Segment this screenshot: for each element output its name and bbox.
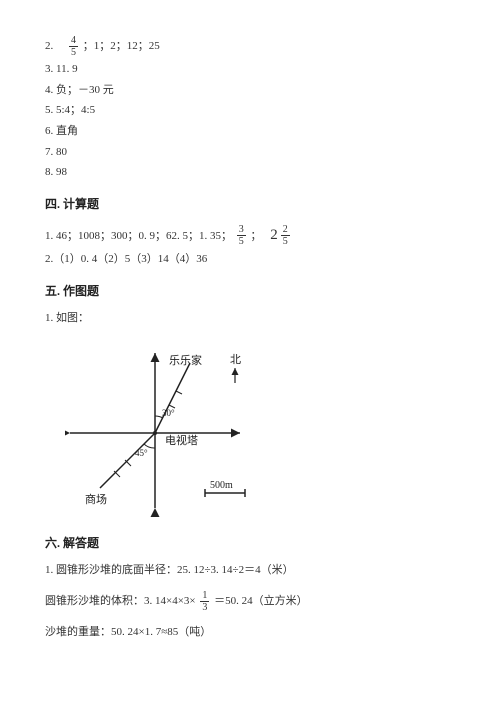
label-north: 北 [230, 353, 241, 366]
label-angle45: 45° [135, 448, 148, 458]
diagram: 乐乐家 北 30° 电视塔 45° 商场 500m [65, 338, 285, 518]
answer-2-fraction: 4 5 [69, 35, 78, 58]
sec6-p3: 沙堆的重量：50. 24×1. 7≈85（吨） [45, 623, 455, 642]
section-6-title: 六. 解答题 [45, 533, 455, 553]
sec6-frac: 1 3 [200, 590, 209, 613]
sec4-line2: 2.（1）0. 4（2）5（3）14（4）36 [45, 250, 455, 269]
answer-4: 4. 负；－30 元 [45, 81, 455, 100]
label-mall: 商场 [85, 492, 107, 506]
answer-2-prefix: 2. [45, 40, 64, 52]
label-scale: 500m [210, 480, 233, 491]
section-5-title: 五. 作图题 [45, 281, 455, 301]
answer-5: 5. 5:4；4:5 [45, 101, 455, 120]
label-tower: 电视塔 [165, 433, 198, 447]
sec4-mixed: 2 2 5 [270, 223, 292, 249]
sec6-p1: 1. 圆锥形沙堆的底面半径：25. 12÷3. 14÷2＝4（米） [45, 561, 455, 580]
section-4-title: 四. 计算题 [45, 194, 455, 214]
sec4-frac1: 3 5 [237, 224, 246, 247]
diagram-svg: 乐乐家 北 30° 电视塔 45° 商场 500m [65, 338, 285, 518]
sec6-p2: 圆锥形沙堆的体积：3. 14×4×3× 1 3 ＝50. 24（立方米） [45, 590, 455, 613]
sec4-line1-text: 1. 46；1008；300；0. 9；62. 5；1. 35； [45, 230, 232, 242]
sec6-p2b: ＝50. 24（立方米） [214, 595, 308, 607]
answer-8: 8. 98 [45, 163, 455, 182]
sec4-sep: ； [251, 230, 262, 242]
label-angle30: 30° [162, 408, 175, 418]
sec4-line1: 1. 46；1008；300；0. 9；62. 5；1. 35； 3 5 ； 2… [45, 223, 455, 249]
sec6-p2a: 圆锥形沙堆的体积：3. 14×4×3× [45, 595, 196, 607]
label-home: 乐乐家 [169, 353, 202, 367]
answer-3: 3. 11. 9 [45, 60, 455, 79]
answer-2-rest: ；1；2；12；25 [83, 40, 160, 52]
answer-7: 7. 80 [45, 143, 455, 162]
sec5-line1: 1. 如图： [45, 309, 455, 328]
answer-6: 6. 直角 [45, 122, 455, 141]
answer-2: 2. 4 5 ；1；2；12；25 [45, 35, 455, 58]
